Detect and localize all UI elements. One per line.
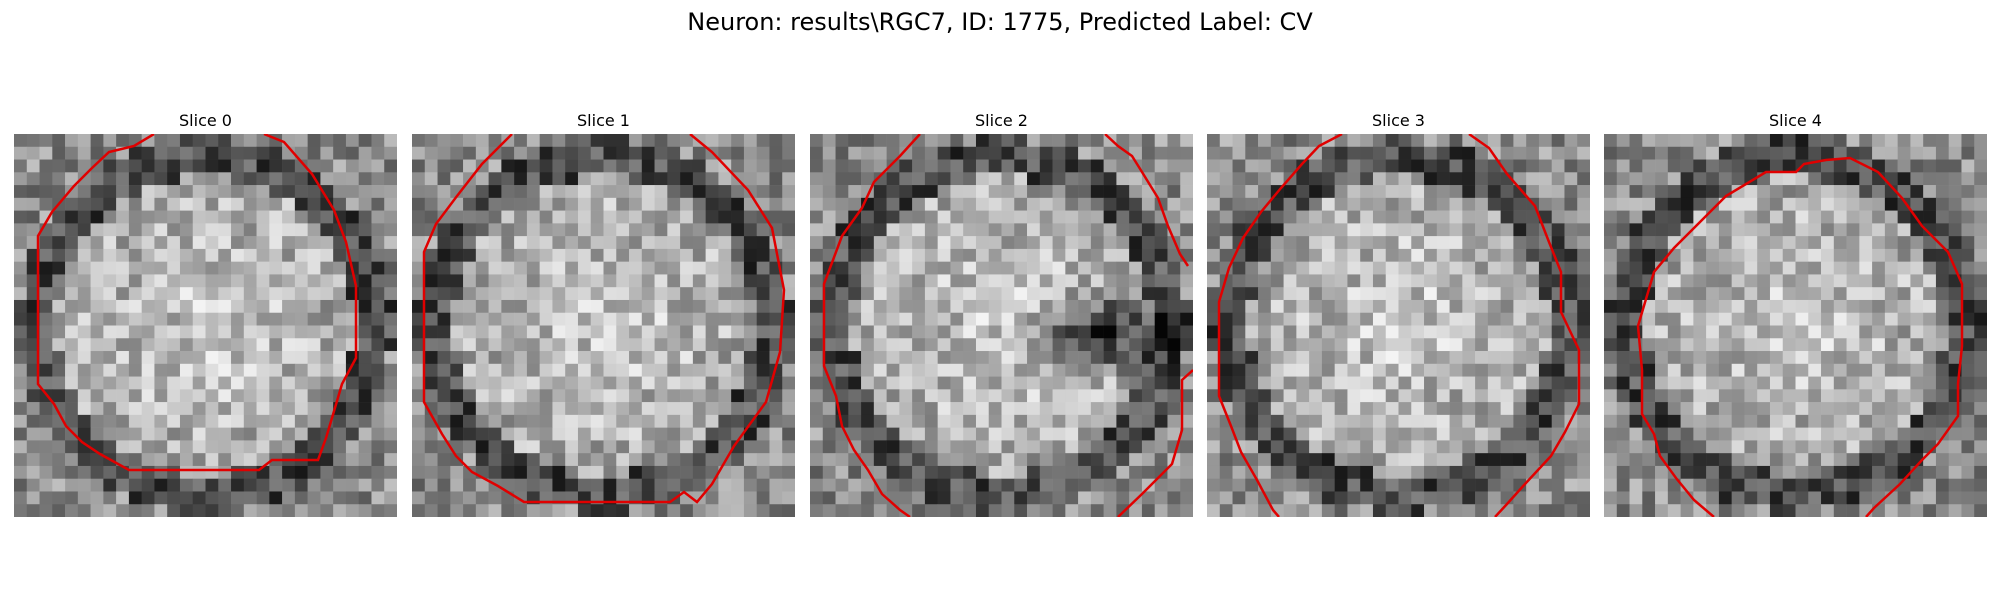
slice-panel-4: Slice 4	[1604, 110, 1987, 517]
slice-image-0	[14, 134, 397, 517]
slice-title-4: Slice 4	[1769, 111, 1822, 130]
slice-panel-3: Slice 3	[1207, 110, 1590, 517]
slice-image-4	[1604, 134, 1987, 517]
contour-line	[1217, 134, 1343, 517]
contour-line	[36, 134, 358, 472]
slice-panel-2: Slice 2	[810, 110, 1193, 517]
slice-title-2: Slice 2	[975, 111, 1028, 130]
slice-image-2	[810, 134, 1193, 517]
slice-panel-1: Slice 1	[412, 110, 795, 517]
contour-line	[1117, 369, 1193, 517]
contour-line	[1104, 134, 1190, 267]
slice-image-3	[1207, 134, 1590, 517]
slice-image-1	[412, 134, 795, 517]
contour-line	[822, 134, 921, 517]
contour-line	[1468, 134, 1581, 517]
slice-panel-0: Slice 0	[14, 110, 397, 517]
figure-title: Neuron: results\RGC7, ID: 1775, Predicte…	[687, 8, 1313, 36]
contour-line	[1636, 156, 1964, 517]
slice-title-0: Slice 0	[179, 111, 232, 130]
slice-title-1: Slice 1	[577, 111, 630, 130]
contour-line	[422, 134, 786, 504]
slice-title-3: Slice 3	[1372, 111, 1425, 130]
